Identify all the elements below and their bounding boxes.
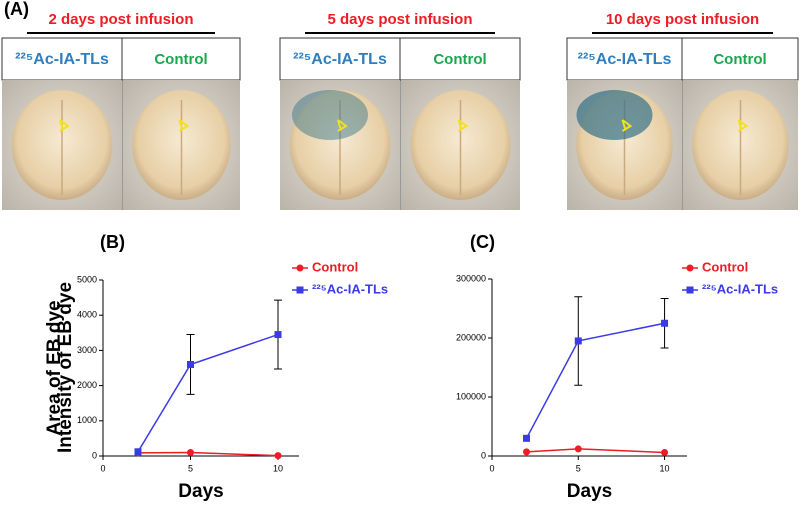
point [134,448,142,456]
header-left: ²²⁵Ac-IA-TLs [578,51,672,68]
arrow [621,119,633,132]
series-line [137,451,279,457]
x-tick-label: 0 [489,463,494,473]
arrow [737,119,749,132]
group-title: 10 days post infusion [606,11,759,28]
series-line [525,322,665,439]
panel-label: (A) [4,0,29,19]
arrow [59,119,70,132]
y-tick-label: 300000 [456,273,486,283]
x-tick-label: 5 [576,463,581,473]
point [274,452,282,460]
legend-label: Control [702,259,748,274]
y-tick-label: 0 [92,450,97,460]
arrow [337,119,348,132]
panel-label: (C) [470,232,495,252]
point [661,319,669,327]
arrow [178,119,190,132]
y-tick-label: 0 [481,450,486,460]
y-tick-label: 1000 [77,415,97,425]
dye-stain [576,90,653,140]
series-line [526,448,665,454]
y-tick-label: 4000 [77,310,97,320]
legend-marker [686,286,694,294]
y-tick-label: 200000 [456,332,486,342]
legend-label: ²²⁵Ac-IA-TLs [702,281,778,296]
y-tick-label: 5000 [77,274,97,284]
legend-marker [686,264,694,272]
header-right: Control [433,51,486,68]
y-tick-label: 100000 [456,391,486,401]
panel-label: (B) [100,232,125,252]
y-tick-label: 2000 [77,380,97,390]
point [523,448,531,456]
group-title: 2 days post infusion [48,11,193,28]
point [574,337,582,345]
arrow [457,119,469,132]
x-tick-label: 0 [100,463,105,473]
legend-marker [296,264,304,272]
x-axis-title: Days [178,481,223,502]
x-tick-label: 10 [273,463,283,473]
header-left: ²²⁵Ac-IA-TLs [15,51,109,68]
point [187,448,194,456]
legend-marker [296,286,304,294]
point [187,360,194,368]
point [574,445,582,453]
point [661,448,669,456]
y-axis-title: Intensity of EB dye [55,282,76,453]
point [274,331,282,339]
group-title: 5 days post infusion [327,11,472,28]
legend-label: ²²⁵Ac-IA-TLs [312,281,388,296]
legend-label: Control [312,259,358,274]
x-tick-label: 5 [188,463,193,473]
y-tick-label: 3000 [77,345,97,355]
x-tick-label: 10 [660,463,670,473]
x-axis-title: Days [567,481,612,502]
point [523,434,531,442]
header-right: Control [713,51,766,68]
header-right: Control [154,51,207,68]
series-line [137,333,279,453]
y-axis-title: Area of EB dye [44,300,65,435]
header-left: ²²⁵Ac-IA-TLs [293,51,387,68]
dye-stain [292,90,368,140]
